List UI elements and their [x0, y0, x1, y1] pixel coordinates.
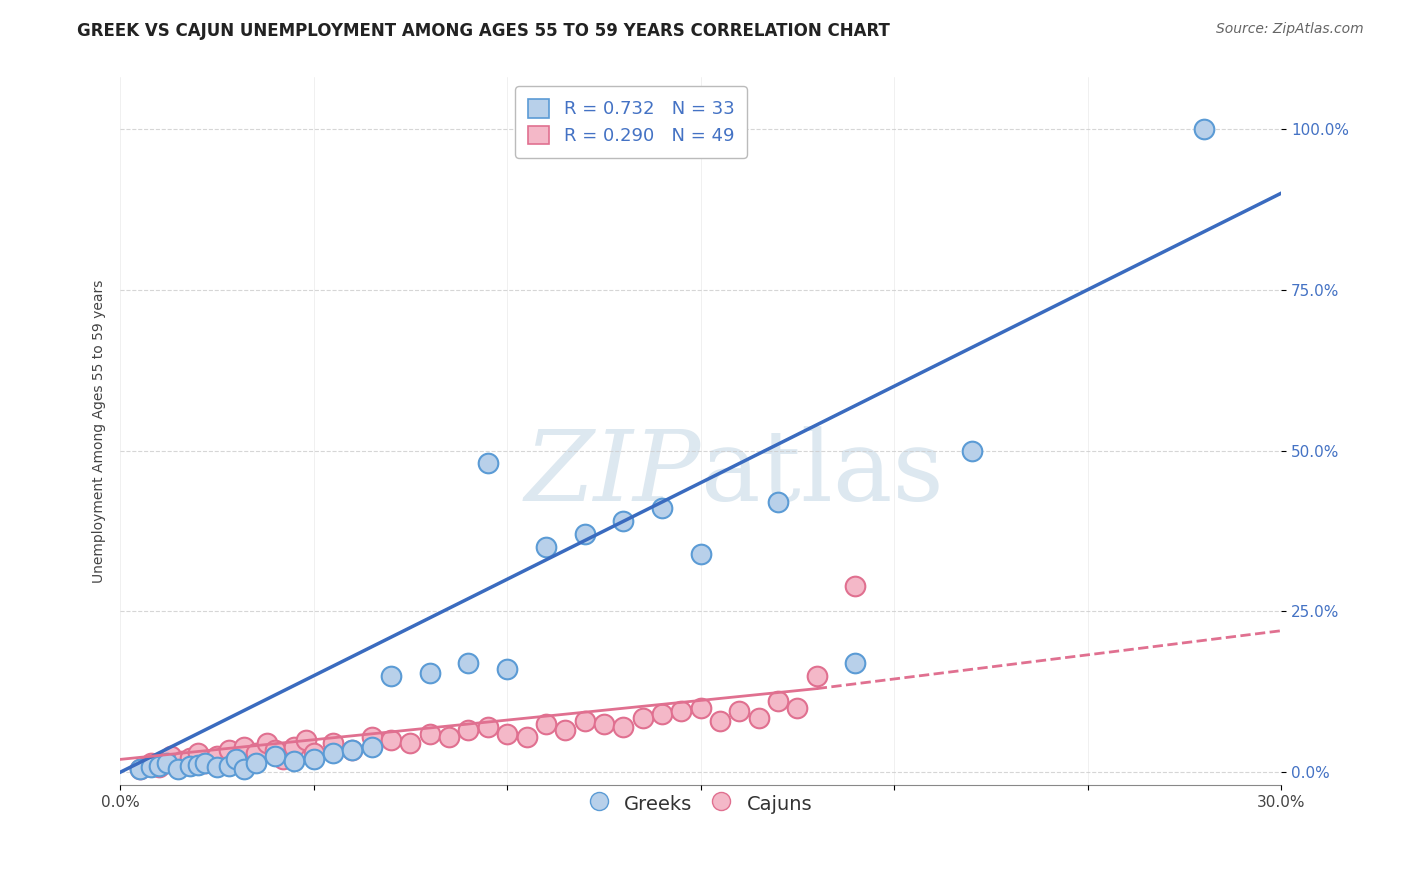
Point: [156, 752, 179, 766]
Point: [245, 746, 267, 760]
Point: [612, 720, 634, 734]
Point: [172, 754, 194, 768]
Point: [205, 760, 228, 774]
Point: [360, 730, 382, 744]
Point: [264, 749, 287, 764]
Point: [534, 540, 557, 554]
Point: [515, 730, 537, 744]
Point: [187, 746, 209, 760]
Point: [128, 762, 150, 776]
Point: [534, 717, 557, 731]
Point: [766, 495, 789, 509]
Point: [322, 736, 344, 750]
Point: [806, 669, 828, 683]
Point: [342, 743, 364, 757]
Point: [786, 701, 808, 715]
Point: [322, 746, 344, 760]
Point: [128, 762, 150, 776]
Point: [283, 739, 305, 754]
Point: [187, 757, 209, 772]
Point: [554, 723, 576, 738]
Point: [218, 759, 240, 773]
Point: [1192, 122, 1215, 136]
Point: [194, 756, 217, 770]
Point: [419, 665, 441, 680]
Point: [496, 662, 519, 676]
Point: [342, 743, 364, 757]
Point: [148, 760, 170, 774]
Point: [225, 752, 247, 766]
Text: Source: ZipAtlas.com: Source: ZipAtlas.com: [1216, 22, 1364, 37]
Point: [283, 754, 305, 768]
Point: [748, 710, 770, 724]
Point: [295, 733, 318, 747]
Point: [399, 736, 422, 750]
Point: [148, 759, 170, 773]
Point: [380, 733, 402, 747]
Point: [477, 457, 499, 471]
Point: [631, 710, 654, 724]
Point: [302, 752, 325, 766]
Point: [233, 739, 256, 754]
Point: [593, 717, 616, 731]
Point: [689, 701, 711, 715]
Point: [245, 756, 267, 770]
Point: [141, 760, 163, 774]
Legend: Greeks, Cajuns: Greeks, Cajuns: [579, 781, 823, 825]
Point: [205, 749, 228, 764]
Point: [218, 743, 240, 757]
Point: [496, 726, 519, 740]
Point: [689, 547, 711, 561]
Point: [302, 746, 325, 760]
Point: [477, 720, 499, 734]
Point: [233, 762, 256, 776]
Point: [380, 669, 402, 683]
Point: [574, 527, 596, 541]
Point: [651, 501, 673, 516]
Point: [709, 714, 731, 728]
Point: [167, 762, 190, 776]
Point: [194, 756, 217, 770]
Point: [179, 751, 201, 765]
Text: GREEK VS CAJUN UNEMPLOYMENT AMONG AGES 55 TO 59 YEARS CORRELATION CHART: GREEK VS CAJUN UNEMPLOYMENT AMONG AGES 5…: [77, 22, 890, 40]
Point: [167, 757, 190, 772]
Point: [766, 694, 789, 708]
Point: [574, 714, 596, 728]
Point: [264, 743, 287, 757]
Point: [360, 739, 382, 754]
Point: [671, 704, 693, 718]
Point: [612, 514, 634, 528]
Text: atlas: atlas: [700, 425, 943, 522]
Text: ZIP: ZIP: [524, 426, 700, 522]
Point: [179, 759, 201, 773]
Point: [457, 723, 479, 738]
Point: [651, 707, 673, 722]
Point: [271, 752, 294, 766]
Point: [960, 443, 983, 458]
Point: [156, 756, 179, 770]
Point: [159, 749, 181, 764]
Point: [141, 756, 163, 770]
Point: [419, 726, 441, 740]
Point: [728, 704, 751, 718]
Point: [437, 730, 460, 744]
Point: [136, 759, 159, 773]
Point: [844, 579, 866, 593]
Y-axis label: Unemployment Among Ages 55 to 59 years: Unemployment Among Ages 55 to 59 years: [93, 279, 107, 583]
Point: [457, 656, 479, 670]
Point: [225, 752, 247, 766]
Point: [256, 736, 278, 750]
Point: [844, 656, 866, 670]
